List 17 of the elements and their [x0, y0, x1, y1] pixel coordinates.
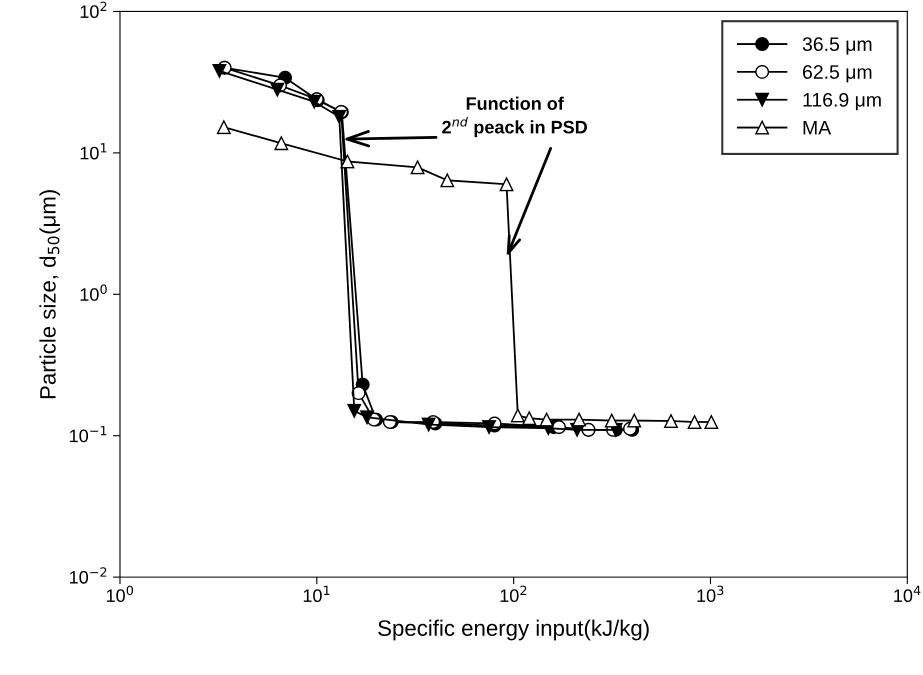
y-tick-label: 10$^{1}$	[80, 143, 106, 160]
legend-label: MA	[804, 121, 832, 134]
legend-label: 36.5 μm	[802, 37, 872, 55]
y-tick-label: 10$^{2}$	[80, 2, 106, 18]
legend-label: 116.9 μm	[803, 92, 881, 110]
x-tick-label: 10$^{0}$	[106, 586, 134, 602]
x-axis-title: Specific energy input(kJ/kg)	[378, 620, 649, 640]
legend-label: 62.5 μm	[802, 65, 872, 82]
x-tick-label: 10$^{2}$	[500, 586, 526, 602]
annotation: Function of 2$^{nd}$ peack in PSD	[442, 96, 587, 138]
x-tick-label: 10$^{3}$	[697, 586, 724, 602]
x-tick-label: 10$^{4}$	[894, 586, 920, 602]
y-tick-label: 10$^{−1}$	[70, 426, 106, 442]
y-tick-label: 10$^{−2}$	[70, 567, 106, 584]
y-axis-title: Particle size, d$_{50}$(μm)	[39, 190, 60, 398]
x-tick-label: 10$^{1}$	[304, 586, 330, 602]
y-tick-label: 10$^{0}$	[80, 284, 107, 301]
